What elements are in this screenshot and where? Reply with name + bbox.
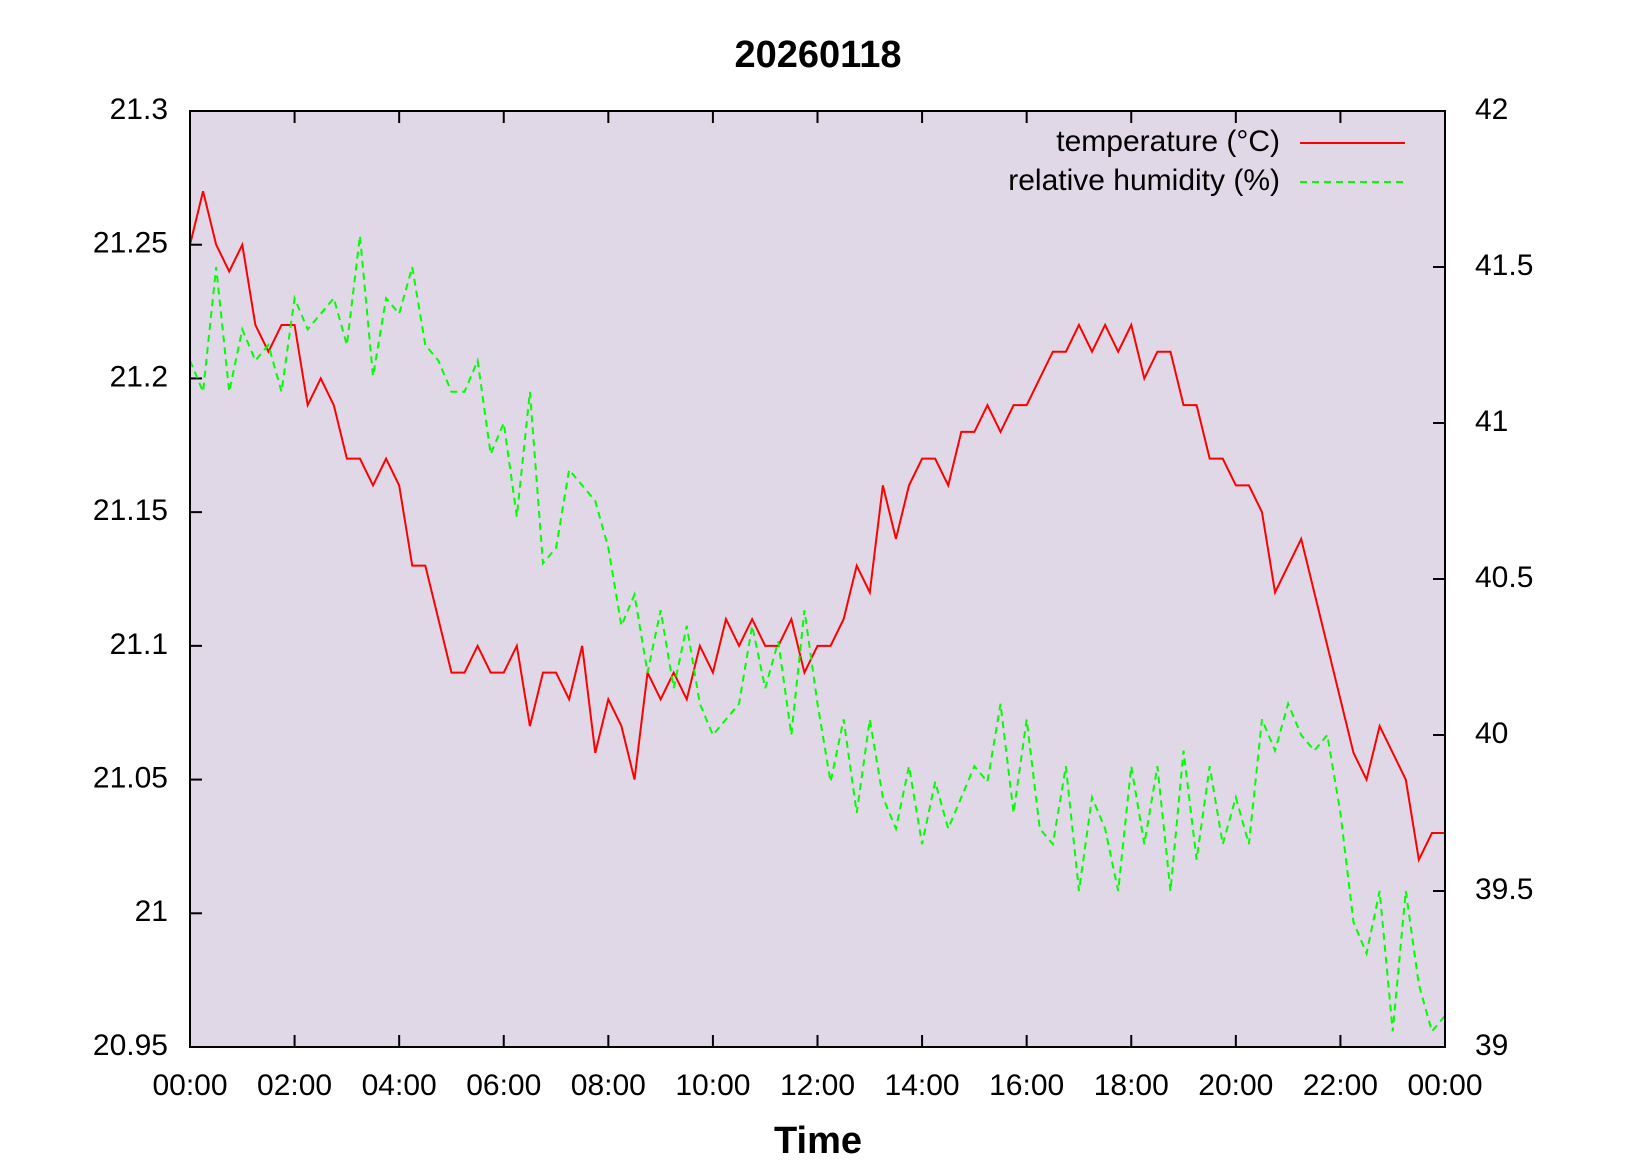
x-tick-label: 10:00 xyxy=(675,1069,750,1102)
x-axis-label: Time xyxy=(774,1120,862,1155)
chart-title: 20260118 xyxy=(735,34,902,76)
y2-tick-label: 41 xyxy=(1475,405,1508,438)
x-tick-label: 12:00 xyxy=(780,1069,855,1102)
y2-tick-label: 40.5 xyxy=(1475,561,1533,594)
y-tick-label: 21.25 xyxy=(93,227,168,260)
y2-tick-label: 39 xyxy=(1475,1029,1508,1062)
y2-tick-label: 40 xyxy=(1475,717,1508,750)
x-tick-label: 02:00 xyxy=(257,1069,332,1102)
y2-tick-label: 41.5 xyxy=(1475,249,1533,282)
x-tick-label: 14:00 xyxy=(885,1069,960,1102)
x-tick-label: 00:00 xyxy=(1407,1069,1482,1102)
y2-tick-label: 42 xyxy=(1475,93,1508,126)
x-tick-label: 04:00 xyxy=(362,1069,437,1102)
plot-frame xyxy=(189,110,1446,1048)
y-tick-label: 21.1 xyxy=(110,628,168,661)
plot-background xyxy=(190,111,1445,1047)
x-tick-label: 00:00 xyxy=(152,1069,227,1102)
y2-tick-label: 39.5 xyxy=(1475,873,1533,906)
y-tick-label: 20.95 xyxy=(93,1029,168,1062)
x-tick-label: 22:00 xyxy=(1303,1069,1378,1102)
series-line xyxy=(189,235,1446,1034)
y-tick-label: 21.3 xyxy=(110,93,168,126)
x-tick-label: 16:00 xyxy=(989,1069,1064,1102)
x-tick-label: 20:00 xyxy=(1198,1069,1273,1102)
y-tick-label: 21.05 xyxy=(93,761,168,794)
legend-label: temperature (°C) xyxy=(1056,125,1280,158)
legend-label: relative humidity (%) xyxy=(1008,164,1280,197)
y-tick-label: 21 xyxy=(135,895,168,928)
x-tick-label: 08:00 xyxy=(571,1069,646,1102)
y-tick-label: 21.15 xyxy=(93,494,168,527)
x-tick-label: 18:00 xyxy=(1094,1069,1169,1102)
series-line xyxy=(189,190,1445,864)
x-tick-label: 06:00 xyxy=(466,1069,541,1102)
y-tick-label: 21.2 xyxy=(110,360,168,393)
